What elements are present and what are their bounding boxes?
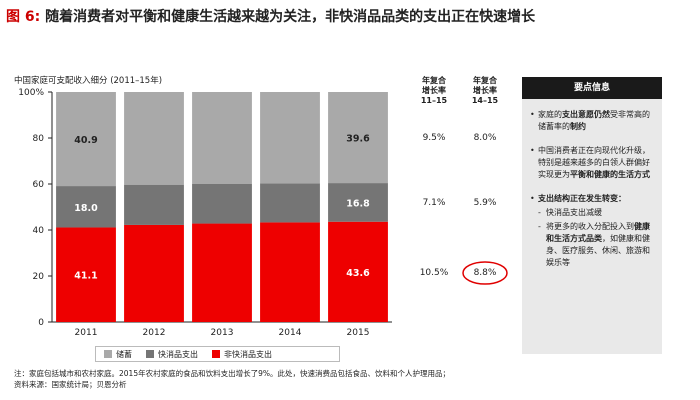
bar-segment bbox=[124, 92, 184, 185]
figure-title: 图 6: 随着消费者对平衡和健康生活越来越为关注，非快消品品类的支出正在快速增长 bbox=[6, 6, 535, 26]
legend-swatch bbox=[146, 350, 154, 358]
cagr-header-line: 增长率 bbox=[473, 86, 497, 95]
legend-swatch bbox=[104, 350, 112, 358]
data-label: 41.1 bbox=[74, 271, 97, 282]
data-label: 39.6 bbox=[346, 134, 370, 145]
cagr-header-line: 14–15 bbox=[471, 96, 499, 105]
cagr-header-line: 11–15 bbox=[420, 96, 448, 105]
bar-segment bbox=[192, 223, 252, 322]
cagr-nonfmcg-14-15: 8.8% bbox=[473, 268, 497, 278]
figure-label: 图 6: bbox=[6, 9, 41, 25]
text: 中国消费者正在向现代化升级，特别是越来越多的白领人群偏好实现更为 bbox=[538, 146, 650, 179]
bar-segment bbox=[328, 221, 388, 322]
bar-segment bbox=[192, 184, 252, 224]
x-tick-label: 2013 bbox=[211, 328, 234, 338]
bar-segment bbox=[56, 227, 116, 322]
y-tick-label: 60 bbox=[33, 180, 45, 190]
source-line: 资料来源：国家统计局；贝恩分析 bbox=[14, 380, 127, 389]
text: 家庭的 bbox=[538, 110, 562, 119]
sub-point-1: 快消品支出减缓 bbox=[538, 207, 654, 219]
cagr-fmcg-14-15: 5.9% bbox=[473, 198, 497, 208]
bar-segment bbox=[260, 183, 320, 223]
text: ，如健康和健身、医疗服务、休闲、旅游和娱乐等 bbox=[546, 234, 650, 267]
key-point-1: 家庭的支出意愿仍然受非常高的储蓄率的制约 bbox=[530, 109, 654, 133]
data-label: 18.0 bbox=[74, 203, 98, 214]
chart-title: 中国家庭可支配收入细分 (2011–15年) bbox=[14, 76, 163, 86]
cagr-header-line: 年复合 bbox=[422, 76, 446, 85]
legend-item-nonfmcg: 非快消品支出 bbox=[212, 349, 272, 360]
cagr-header-line: 增长率 bbox=[422, 86, 446, 95]
bar-segment bbox=[56, 186, 116, 228]
x-tick-label: 2015 bbox=[347, 328, 370, 338]
x-tick-label: 2014 bbox=[279, 328, 302, 338]
key-points-panel: 要点信息 家庭的支出意愿仍然受非常高的储蓄率的制约 中国消费者正在向现代化升级，… bbox=[522, 77, 662, 354]
y-tick-label: 20 bbox=[33, 272, 45, 282]
figure-title-text: 随着消费者对平衡和健康生活越来越为关注，非快消品品类的支出正在快速增长 bbox=[45, 9, 536, 25]
text: 受非常高的储蓄率的 bbox=[538, 110, 650, 131]
bar-segment bbox=[328, 183, 388, 222]
y-tick-label: 80 bbox=[33, 134, 45, 144]
data-label: 16.8 bbox=[346, 198, 370, 209]
x-tick-label: 2012 bbox=[143, 328, 166, 338]
x-tick-label: 2011 bbox=[75, 328, 98, 338]
data-label: 40.9 bbox=[74, 135, 97, 146]
bar-segment bbox=[56, 92, 116, 187]
data-label: 43.6 bbox=[346, 268, 370, 279]
cagr-header-2014-15: 年复合 增长率 14–15 bbox=[460, 76, 510, 106]
bar-segment bbox=[260, 92, 320, 184]
y-tick-label: 100% bbox=[18, 88, 44, 98]
highlight-circle bbox=[462, 261, 508, 285]
emphasis-text: 健康和生活方式品类 bbox=[546, 222, 650, 243]
y-tick-label: 0 bbox=[38, 318, 44, 328]
cagr-savings-14-15: 8.0% bbox=[473, 133, 497, 143]
cagr-header-line: 年复合 bbox=[473, 76, 497, 85]
legend-swatch bbox=[212, 350, 220, 358]
panel-header: 要点信息 bbox=[522, 77, 662, 99]
legend-label: 快消品支出 bbox=[158, 349, 198, 359]
text: 快消品支出减缓 bbox=[546, 208, 602, 217]
cagr-fmcg-11-15: 7.1% bbox=[422, 198, 446, 208]
legend-label: 储蓄 bbox=[116, 349, 132, 359]
bar-segment bbox=[328, 92, 388, 184]
emphasis-text: 支出结构正在发生转变： bbox=[538, 194, 626, 203]
footnote-line: 注：家庭包括城市和农村家庭。2015年农村家庭的食品和饮料支出增长了9%。此处，… bbox=[14, 369, 450, 378]
key-point-2: 中国消费者正在向现代化升级，特别是越来越多的白领人群偏好实现更为平衡和健康的生活… bbox=[530, 145, 654, 181]
emphasis-text: 制约 bbox=[570, 122, 586, 131]
legend-label: 非快消品支出 bbox=[224, 349, 272, 359]
cagr-nonfmcg-11-15: 10.5% bbox=[419, 268, 449, 278]
cagr-savings-11-15: 9.5% bbox=[422, 133, 446, 143]
cagr-header-2011-15: 年复合 增长率 11–15 bbox=[412, 76, 456, 106]
bar-segment bbox=[260, 222, 320, 322]
bar-segment bbox=[124, 224, 184, 322]
emphasis-text: 平衡和健康的生活方式 bbox=[570, 170, 650, 179]
y-tick-label: 40 bbox=[33, 226, 45, 236]
sub-point-2: 将更多的收入分配投入到健康和生活方式品类，如健康和健身、医疗服务、休闲、旅游和娱… bbox=[538, 221, 654, 269]
chart-legend: 储蓄 快消品支出 非快消品支出 bbox=[95, 346, 340, 362]
legend-item-savings: 储蓄 bbox=[104, 349, 132, 360]
bar-segment bbox=[124, 184, 184, 225]
panel-body: 家庭的支出意愿仍然受非常高的储蓄率的制约 中国消费者正在向现代化升级，特别是越来… bbox=[522, 99, 662, 269]
legend-item-fmcg: 快消品支出 bbox=[146, 349, 198, 360]
bar-segment bbox=[192, 92, 252, 184]
emphasis-text: 支出意愿仍然 bbox=[562, 110, 610, 119]
text: 将更多的收入分配投入到 bbox=[546, 222, 634, 231]
key-point-3: 支出结构正在发生转变： 快消品支出减缓 将更多的收入分配投入到健康和生活方式品类… bbox=[530, 193, 654, 269]
footnote: 注：家庭包括城市和农村家庭。2015年农村家庭的食品和饮料支出增长了9%。此处，… bbox=[14, 368, 450, 390]
